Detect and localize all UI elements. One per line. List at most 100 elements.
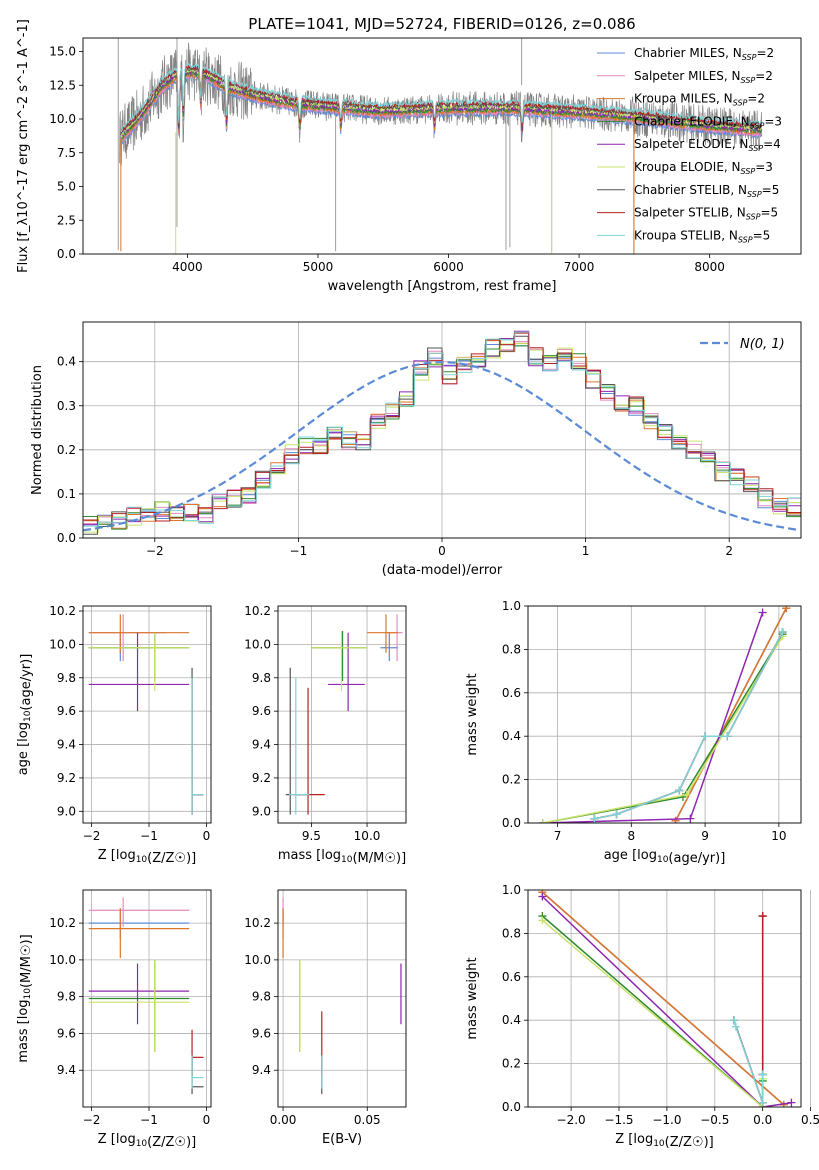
plus-marker	[675, 786, 684, 795]
series-line-salpeter-elodie	[541, 895, 792, 1107]
plus-marker	[538, 892, 547, 901]
y-tick-label: 10.0	[244, 953, 271, 967]
y-tick-label: 0.2	[502, 1057, 521, 1071]
axes-frame	[277, 889, 407, 1108]
x-tick-label: −1	[140, 829, 158, 843]
panel-spectrum: 4000 5000 6000 7000 8000 0.0 2.5 5.0 7.5 10.0 12.5…	[16, 19, 802, 294]
x-tick-label: 0.05	[354, 1113, 381, 1127]
y-tick-label: 9.6	[252, 704, 271, 718]
y-tick-label: 0.2	[502, 773, 521, 787]
x-axis-label: Z [log10(Z/Z☉)]	[98, 848, 196, 866]
plus-marker	[729, 1016, 738, 1025]
x-tick-label: −2	[83, 1113, 101, 1127]
x-tick-label: −1.5	[604, 1113, 633, 1127]
y-tick-label: 9.8	[252, 990, 271, 1004]
y-tick-label: 9.0	[57, 804, 76, 818]
series-line-chabrier-stelib	[733, 916, 764, 1103]
y-tick-label: 9.2	[252, 771, 271, 785]
y-axis-label: mass weight	[465, 673, 480, 755]
panel-residual_hist: −2 −1 0 1 2 0.0 0.1 0.2 0.3 0.4 (data-model)/error…	[30, 321, 802, 578]
y-tick-label: 10.0	[49, 953, 76, 967]
panel-age_vs_mass: 9.5 10.0 9.0 9.2 9.4 9.6 9.8 10.0 10.2 mass [log1…	[244, 604, 407, 866]
y-axis-label: age [log10(age/yr)]	[16, 654, 34, 776]
plus-marker	[612, 810, 621, 819]
x-tick-label: −1	[140, 1113, 158, 1127]
y-axis-label: Normed distribution	[30, 365, 45, 495]
x-axis-label: Z [log10(Z/Z☉)]	[615, 1132, 713, 1150]
plot-area-age_vs_mass	[285, 614, 403, 815]
plot-area-massweight_vs_Z	[538, 890, 796, 1107]
y-tick-label: 0.6	[502, 970, 521, 984]
y-tick-label: 0.3	[57, 399, 76, 413]
y-tick-label: 0.4	[502, 729, 521, 743]
plus-marker	[538, 819, 547, 823]
legend: Chabrier MILES, NSSP=2 Salpeter MILES, NS…	[597, 46, 782, 244]
y-tick-label: 10.2	[49, 604, 76, 618]
x-tick-label: −2	[83, 829, 101, 843]
plus-marker	[758, 608, 767, 617]
plus-marker	[758, 1070, 767, 1079]
legend-entry: N(0, 1)	[740, 337, 785, 352]
y-tick-label: 9.8	[252, 671, 271, 685]
x-tick-label: 0.0	[753, 1113, 772, 1127]
series-line-kroupa-elodie	[541, 919, 764, 1107]
plus-marker	[731, 1022, 740, 1031]
y-tick-label: 9.6	[57, 704, 76, 718]
plot-area-spectrum	[117, 38, 763, 254]
y-tick-label: 0.6	[502, 686, 521, 700]
y-tick-label: 5.0	[57, 180, 76, 194]
y-tick-label: 0.0	[57, 531, 76, 545]
x-tick-label: 5000	[303, 260, 334, 274]
y-tick-label: 0.2	[57, 443, 76, 457]
x-tick-label: 10	[771, 829, 786, 843]
histogram-step-kroupa-stelib	[84, 331, 801, 527]
plus-marker	[782, 606, 791, 613]
x-tick-label: 0	[203, 829, 211, 843]
y-tick-label: 9.4	[57, 738, 76, 752]
histogram-step-kroupa-miles	[84, 340, 801, 529]
x-tick-label: −1.0	[652, 1113, 681, 1127]
series-line-salpeter-stelib	[733, 916, 764, 1103]
legend-entry: Chabrier ELODIE, NSSP=3	[634, 114, 782, 130]
y-tick-label: 12.5	[49, 78, 76, 92]
y-tick-label: 0.0	[502, 816, 521, 830]
axes-frame	[527, 889, 802, 1108]
x-axis-label: (data-model)/error	[382, 563, 503, 578]
plot-area-mass_vs_Z	[88, 897, 204, 1095]
x-tick-label: 8000	[694, 260, 725, 274]
plus-marker	[682, 790, 691, 799]
axes-frame	[82, 605, 212, 824]
x-tick-label: −1	[290, 544, 308, 558]
y-tick-label: 9.4	[57, 1063, 76, 1077]
y-tick-label: 10.0	[49, 112, 76, 126]
y-tick-label: 0.1	[57, 487, 76, 501]
y-tick-label: 9.4	[252, 1063, 271, 1077]
y-tick-label: 0.0	[502, 1100, 521, 1114]
x-tick-label: 7000	[564, 260, 595, 274]
panel-age_vs_Z: −2 −1 0 9.0 9.2 9.4 9.6 9.8 10.0 10.2 Z [log10(Z/Z…	[16, 604, 212, 866]
legend-entry: Salpeter MILES, NSSP=2	[634, 69, 773, 85]
x-axis-label: wavelength [Angstrom, rest frame]	[328, 279, 557, 294]
x-tick-label: 9	[701, 829, 709, 843]
axes-frame	[527, 605, 802, 824]
y-tick-label: 1.0	[502, 883, 521, 897]
series-line-kroupa-elodie	[542, 636, 784, 823]
axes-frame	[82, 889, 212, 1108]
y-tick-label: 9.6	[252, 1026, 271, 1040]
figure-title: PLATE=1041, MJD=52724, FIBERID=0126, z=0…	[248, 15, 635, 33]
legend-entry: Chabrier STELIB, NSSP=5	[634, 183, 779, 199]
y-tick-label: 9.8	[57, 990, 76, 1004]
x-axis-label: mass [log10(M/M☉)]	[278, 848, 406, 866]
legend-entry: Kroupa ELODIE, NSSP=3	[634, 160, 773, 176]
plus-marker	[787, 1098, 796, 1107]
y-tick-label: 0.8	[502, 642, 521, 656]
x-tick-label: −2	[146, 544, 164, 558]
series-line-kroupa-miles	[541, 891, 785, 1106]
y-tick-label: 9.4	[252, 738, 271, 752]
plus-marker	[538, 916, 547, 925]
x-tick-label: 8	[627, 829, 635, 843]
y-tick-label: 9.0	[252, 804, 271, 818]
y-tick-label: 10.0	[244, 637, 271, 651]
axes-frame	[82, 37, 802, 255]
y-tick-label: 9.8	[57, 671, 76, 685]
